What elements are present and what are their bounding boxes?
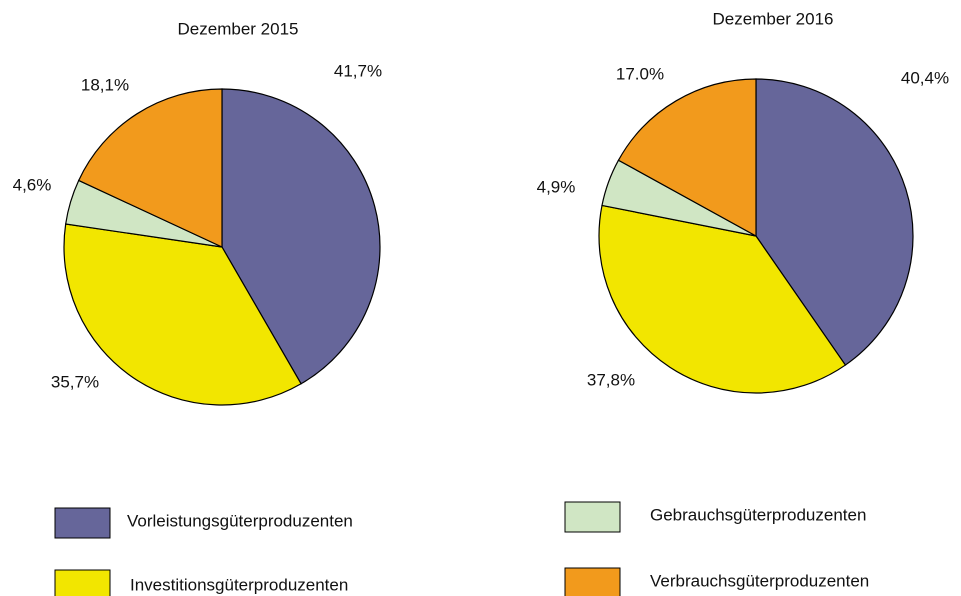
slice-label: 18,1% bbox=[81, 75, 129, 94]
pie-slice bbox=[617, 78, 757, 238]
slice-label: 41,7% bbox=[334, 61, 382, 80]
legend-label: Investitionsgüterproduzenten bbox=[130, 575, 348, 594]
slice-label: 4,9% bbox=[537, 177, 576, 196]
slice-label: 4,6% bbox=[13, 175, 52, 194]
pie-slice bbox=[77, 88, 223, 248]
pie-slice bbox=[63, 223, 302, 406]
chart-title: Dezember 2015 bbox=[178, 19, 299, 38]
slice-label: 35,7% bbox=[51, 372, 99, 391]
legend-label: Vorleistungsgüterproduzenten bbox=[127, 511, 353, 530]
legend-label: Verbrauchsgüterproduzenten bbox=[650, 571, 869, 590]
slice-label: 40,4% bbox=[901, 68, 949, 87]
slice-label: 17.0% bbox=[616, 64, 664, 83]
pie-slice bbox=[598, 204, 847, 394]
pie-slice bbox=[221, 88, 381, 385]
legend-swatch bbox=[54, 507, 111, 539]
legend-swatch bbox=[564, 567, 621, 596]
chart-title: Dezember 2016 bbox=[713, 9, 834, 28]
slice-label: 37,8% bbox=[587, 370, 635, 389]
legend-swatch bbox=[564, 501, 621, 533]
legend-label: Gebrauchsgüterproduzenten bbox=[650, 505, 866, 524]
legend-swatch bbox=[54, 569, 111, 596]
pie-slice bbox=[755, 78, 914, 366]
